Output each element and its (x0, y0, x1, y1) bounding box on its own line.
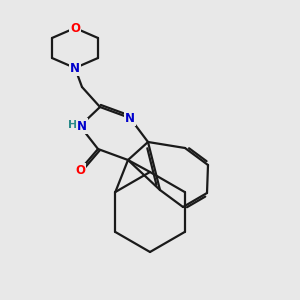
Text: N: N (77, 119, 87, 133)
Text: N: N (125, 112, 135, 124)
Text: N: N (70, 61, 80, 74)
Text: O: O (70, 22, 80, 34)
Text: O: O (75, 164, 85, 178)
Text: H: H (68, 120, 78, 130)
